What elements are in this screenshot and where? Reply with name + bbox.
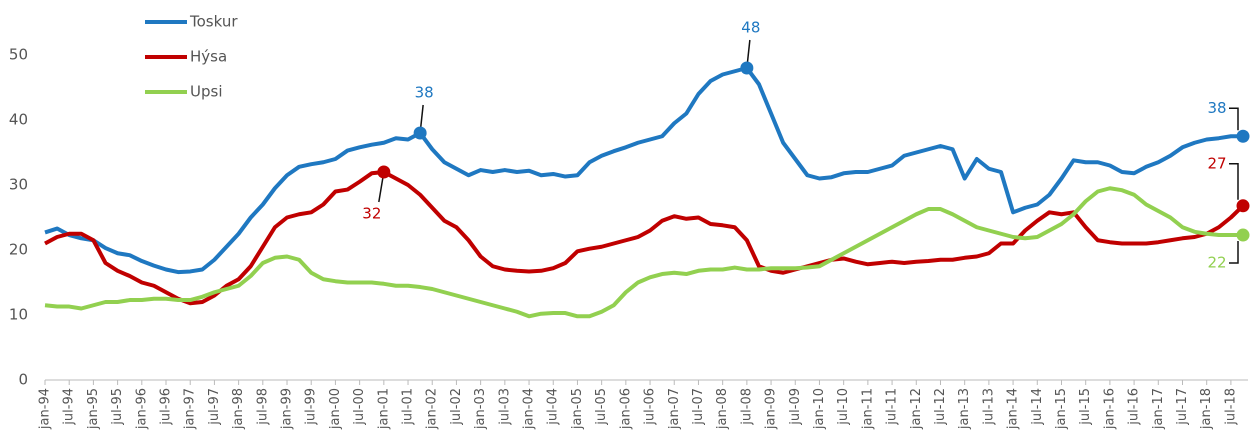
label-leader	[1229, 241, 1239, 264]
x-tick-label: jan-13	[957, 388, 972, 430]
x-tick-label: jan-14	[1006, 388, 1021, 430]
legend-label: Toskur	[189, 13, 238, 31]
x-tick-label: jul-99	[304, 388, 319, 426]
x-tick-label: jan-08	[715, 388, 730, 430]
data-label: 27	[1207, 154, 1226, 172]
x-tick-label: jul-12	[933, 388, 948, 426]
x-tick-label: jan-04	[522, 388, 537, 430]
data-label: 22	[1207, 254, 1226, 272]
x-tick-label: jan-06	[618, 388, 633, 430]
x-tick-label: jan-12	[909, 388, 924, 430]
x-tick-label: jul-00	[352, 388, 367, 426]
label-point	[413, 126, 427, 140]
x-tick-label: jan-99	[280, 388, 295, 430]
x-tick-label: jan-11	[860, 388, 875, 430]
x-tick-label: jul-16	[1127, 388, 1142, 426]
x-tick-label: jan-02	[425, 388, 440, 430]
x-tick-label: jul-10	[836, 388, 851, 426]
line-series	[44, 66, 1243, 275]
x-tick-label: jul-07	[691, 388, 706, 426]
x-tick-label: jul-96	[159, 388, 174, 426]
x-tick-label: jan-18	[1199, 388, 1214, 430]
data-label: 38	[1207, 99, 1226, 117]
x-tick-label: jul-02	[449, 388, 464, 426]
x-tick-label: jul-05	[594, 388, 609, 426]
x-tick-label: jul-98	[255, 388, 270, 426]
x-tick-label: jul-18	[1223, 388, 1238, 426]
x-tick-label: jul-17	[1175, 388, 1190, 426]
x-tick-label: jan-16	[1102, 388, 1117, 430]
x-tick-label: jul-09	[788, 388, 803, 426]
label-point	[1236, 199, 1250, 213]
legend-label: Hýsa	[190, 48, 227, 66]
x-tick-label: jan-94	[38, 388, 53, 430]
x-tick-label: jul-13	[981, 388, 996, 426]
x-tick-label: jul-01	[401, 388, 416, 426]
y-tick-label: 0	[18, 371, 28, 389]
x-tick-label: jan-07	[667, 388, 682, 430]
line-series	[44, 170, 1245, 306]
data-label: 38	[415, 84, 434, 102]
x-tick-label: jul-11	[885, 388, 900, 426]
label-point	[740, 61, 754, 75]
x-tick-label: jan-97	[183, 388, 198, 430]
x-tick-label: jan-15	[1054, 388, 1069, 430]
label-point	[377, 165, 391, 179]
line-series	[44, 186, 1243, 319]
x-tick-label: jan-98	[231, 388, 246, 430]
x-tick-label: jul-03	[497, 388, 512, 426]
legend-label: Upsi	[190, 83, 222, 101]
x-tick-label: jul-08	[739, 388, 754, 426]
label-point	[1236, 228, 1250, 242]
x-tick-label: jan-96	[134, 388, 149, 430]
x-tick-label: jul-14	[1030, 388, 1045, 426]
x-tick-label: jul-06	[643, 388, 658, 426]
x-tick-label: jan-03	[473, 388, 488, 430]
x-tick-label: jan-01	[376, 388, 391, 430]
data-label: 48	[741, 19, 760, 37]
y-tick-label: 40	[9, 111, 28, 129]
data-label: 32	[362, 205, 381, 223]
x-tick-label: jan-00	[328, 388, 343, 430]
y-tick-label: 50	[9, 46, 28, 64]
label-leader	[1229, 107, 1239, 131]
x-tick-label: jan-95	[86, 388, 101, 430]
x-tick-label: jul-04	[546, 388, 561, 426]
y-tick-label: 30	[9, 176, 28, 194]
label-point	[1236, 129, 1250, 143]
label-leader	[1229, 163, 1239, 200]
x-tick-label: jul-94	[62, 388, 77, 426]
x-tick-label: jan-17	[1151, 388, 1166, 430]
x-tick-label: jan-05	[570, 388, 585, 430]
x-tick-label: jan-09	[764, 388, 779, 430]
x-tick-label: jul-97	[207, 388, 222, 426]
y-tick-label: 10	[9, 306, 28, 324]
x-tick-label: jul-95	[110, 388, 125, 426]
y-tick-label: 20	[9, 241, 28, 259]
x-tick-label: jul-15	[1078, 388, 1093, 426]
x-tick-label: jan-10	[812, 388, 827, 430]
